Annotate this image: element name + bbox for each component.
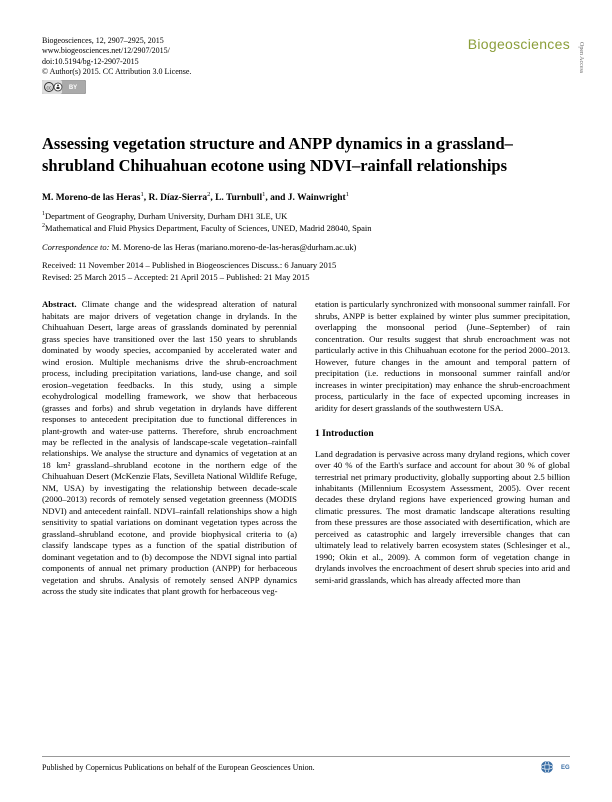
journal-brand: Biogeosciences [468,36,570,54]
author-2: , R. Díaz-Sierra [144,194,207,204]
dates-line-1: Received: 11 November 2014 – Published i… [42,260,570,271]
page-footer: Published by Copernicus Publications on … [42,756,570,774]
url-line: www.biogeosciences.net/12/2907/2015/ [42,46,191,56]
body-columns: Abstract. Climate change and the widespr… [42,299,570,598]
affiliation-2: 2Mathematical and Fluid Physics Departme… [42,222,570,234]
article-title: Assessing vegetation structure and ANPP … [42,133,570,178]
svg-text:EGU: EGU [561,765,570,771]
correspondence: Correspondence to: M. Moreno-de las Hera… [42,242,570,252]
svg-text:cc: cc [47,85,53,91]
author-1: M. Moreno-de las Heras [42,194,141,204]
correspondence-label: Correspondence to: [42,242,109,252]
author-3: , L. Turnbull [210,194,262,204]
copyright-line: © Author(s) 2015. CC Attribution 3.0 Lic… [42,67,191,77]
dates-line-2: Revised: 25 March 2015 – Accepted: 21 Ap… [42,272,570,283]
abstract-text: Climate change and the widespread altera… [42,299,297,596]
citation-block: Biogeosciences, 12, 2907–2925, 2015 www.… [42,36,191,97]
column-right: etation is particularly synchronized wit… [315,299,570,598]
publication-dates: Received: 11 November 2014 – Published i… [42,260,570,283]
intro-text: Land degradation is pervasive across man… [315,449,570,587]
citation-line: Biogeosciences, 12, 2907–2925, 2015 [42,36,191,46]
page-header: Biogeosciences, 12, 2907–2925, 2015 www.… [42,36,570,97]
abstract-label: Abstract. [42,299,77,309]
author-4: , and J. Wainwright [265,194,345,204]
section-heading-intro: 1 Introduction [315,428,570,441]
authors-list: M. Moreno-de las Heras1, R. Díaz-Sierra2… [42,191,570,203]
svg-text:BY: BY [69,85,77,91]
footer-text: Published by Copernicus Publications on … [42,763,315,772]
doi-line: doi:10.5194/bg-12-2907-2015 [42,57,191,67]
affiliations: 1Department of Geography, Durham Univers… [42,210,570,235]
abstract-continuation: etation is particularly synchronized wit… [315,299,570,414]
affiliation-1: 1Department of Geography, Durham Univers… [42,210,570,222]
journal-name: Biogeosciences [468,36,570,52]
correspondence-text: M. Moreno-de las Heras (mariano.moreno-d… [109,242,356,252]
egu-logo-icon: EGU [540,760,570,774]
column-left: Abstract. Climate change and the widespr… [42,299,297,598]
cc-license-icon: cc BY [42,80,86,94]
open-access-label: Open Access [578,42,584,73]
